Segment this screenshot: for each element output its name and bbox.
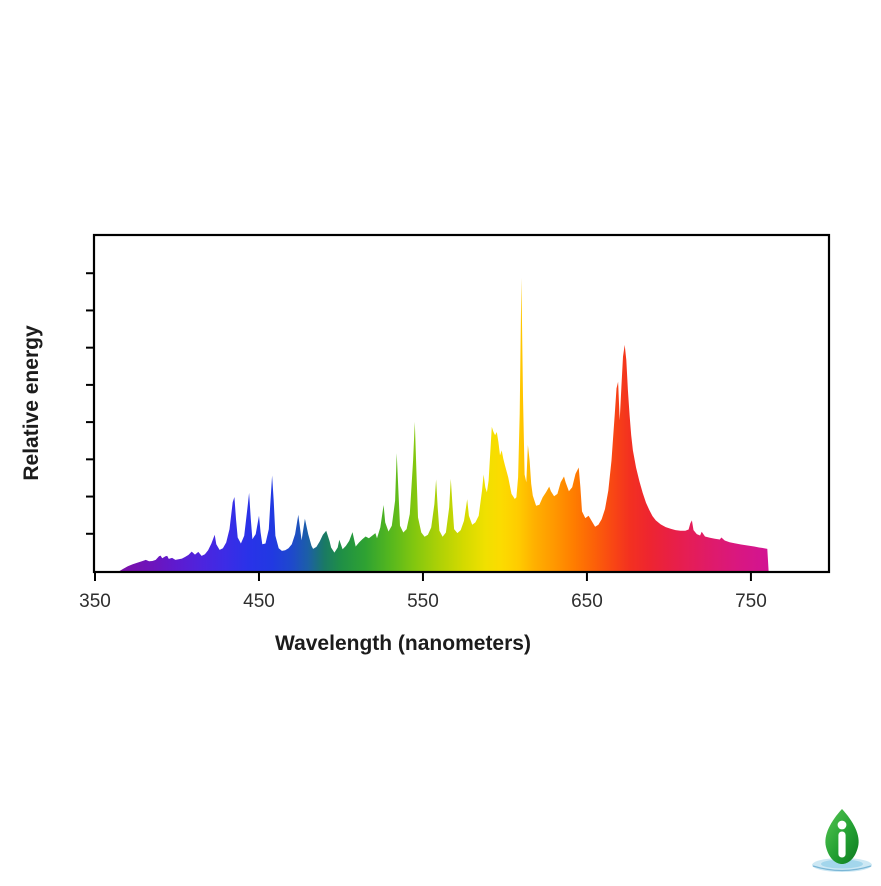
plot-border	[92, 233, 831, 574]
brand-logo	[812, 809, 872, 872]
x-axis-title: Wavelength (nanometers)	[275, 632, 531, 655]
x-axis-tick-label: 650	[571, 591, 603, 612]
x-axis-tick-label: 550	[407, 591, 439, 612]
logo-i-stem	[838, 831, 846, 858]
x-axis-ticks	[94, 572, 752, 581]
x-axis-tick-label: 450	[243, 591, 275, 612]
x-axis-tick-label: 350	[79, 591, 111, 612]
water-ripple-line	[812, 865, 872, 872]
spectrum-area	[119, 277, 769, 571]
x-axis-tick-labels: 350 450 550 650 750	[79, 591, 767, 612]
y-axis-ticks	[86, 272, 94, 535]
y-axis-title: Relative energy	[20, 325, 43, 481]
logo-i-dot	[837, 820, 847, 830]
x-axis-tick-label: 750	[735, 591, 767, 612]
